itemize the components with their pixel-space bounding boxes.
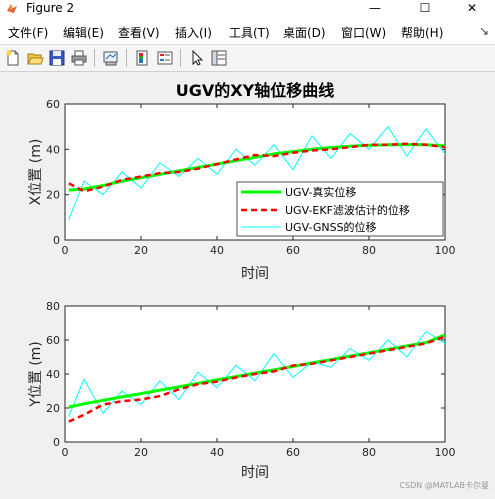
y-tick-label: 40 bbox=[46, 368, 60, 381]
watermark: CSDN @MATLAB卡尔曼 bbox=[399, 481, 489, 490]
x-tick-label: 40 bbox=[210, 446, 224, 459]
window-title: Figure 2 bbox=[26, 1, 75, 15]
menu-file[interactable]: 文件(F) bbox=[8, 26, 49, 40]
x-axis-label: 时间 bbox=[241, 465, 269, 481]
menu-tools[interactable]: 工具(T) bbox=[229, 26, 270, 40]
maximize-button[interactable]: ☐ bbox=[419, 1, 431, 15]
y-axis-label: Y位置 (m) bbox=[28, 341, 44, 408]
y-tick-label: 0 bbox=[53, 436, 60, 449]
x-tick-label: 0 bbox=[62, 244, 69, 257]
x-tick-label: 0 bbox=[62, 446, 69, 459]
save-icon[interactable] bbox=[48, 49, 66, 67]
y-tick-label: 80 bbox=[46, 300, 60, 313]
plot-lines bbox=[68, 330, 446, 423]
figure-toolbar bbox=[0, 45, 495, 72]
legend-label-ekf: UGV-EKF滤波估计的位移 bbox=[285, 203, 410, 217]
menu-window[interactable]: 窗口(W) bbox=[341, 26, 387, 40]
legend[interactable]: UGV-真实位移 UGV-EKF滤波估计的位移 UGV-GNSS的位移 bbox=[236, 181, 444, 237]
y-tick-label: 0 bbox=[53, 234, 60, 247]
menu-desktop[interactable]: 桌面(D) bbox=[283, 26, 326, 40]
x-tick-label: 80 bbox=[362, 446, 376, 459]
link-plot-icon[interactable] bbox=[102, 49, 120, 67]
toolbar-separator bbox=[126, 49, 127, 67]
minimize-button[interactable]: — bbox=[369, 1, 381, 15]
x-tick-label: 100 bbox=[435, 446, 456, 459]
toolbar-separator bbox=[94, 49, 95, 67]
y-axis-label: X位置 (m) bbox=[28, 139, 44, 206]
figure-canvas: UGV的XY轴位移曲线 0 20 40 60 80 100 0 20 40 60 时间 X位置 (… bbox=[0, 72, 495, 495]
legend-icon[interactable] bbox=[156, 49, 174, 67]
menu-bar: 文件(F) 编辑(E) 查看(V) 插入(I) 工具(T) 桌面(D) 窗口(W… bbox=[0, 18, 495, 45]
y-tick-label: 20 bbox=[46, 402, 60, 415]
x-tick-label: 100 bbox=[435, 244, 456, 257]
x-tick-label: 60 bbox=[286, 446, 300, 459]
series-line-gnss bbox=[68, 125, 446, 220]
menu-help[interactable]: 帮助(H) bbox=[401, 26, 444, 40]
select-arrow-icon[interactable] bbox=[188, 49, 206, 67]
legend-label-gnss: UGV-GNSS的位移 bbox=[285, 220, 377, 234]
axes-y-position[interactable]: 0 20 40 60 80 100 0 20 40 60 80 时间 Y位置 (m) bbox=[28, 300, 456, 481]
y-tick-label: 20 bbox=[46, 189, 60, 202]
matlab-logo-icon bbox=[7, 4, 17, 13]
legend-label-true: UGV-真实位移 bbox=[285, 185, 356, 199]
toolbar-separator bbox=[180, 49, 181, 67]
menu-edit[interactable]: 编辑(E) bbox=[63, 26, 104, 40]
colorbar-icon[interactable] bbox=[134, 49, 152, 67]
plot-lines bbox=[68, 125, 446, 220]
open-file-icon[interactable] bbox=[26, 49, 44, 67]
chart-title: UGV的XY轴位移曲线 bbox=[176, 81, 334, 100]
x-tick-label: 20 bbox=[134, 446, 148, 459]
menu-overflow-icon[interactable]: ↘ bbox=[478, 24, 489, 38]
x-tick-label: 40 bbox=[210, 244, 224, 257]
new-figure-icon[interactable] bbox=[4, 49, 22, 67]
x-tick-label: 60 bbox=[286, 244, 300, 257]
series-line-ekf bbox=[68, 335, 446, 423]
x-tick-label: 20 bbox=[134, 244, 148, 257]
property-inspector-icon[interactable] bbox=[210, 49, 228, 67]
close-button[interactable]: ✕ bbox=[466, 1, 478, 15]
x-tick-label: 80 bbox=[362, 244, 376, 257]
series-line-ekf bbox=[68, 142, 446, 193]
y-tick-label: 60 bbox=[46, 98, 60, 111]
menu-insert[interactable]: 插入(I) bbox=[175, 26, 212, 40]
window-title-bar: Figure 2 — ☐ ✕ bbox=[0, 0, 495, 18]
y-tick-label: 40 bbox=[46, 143, 60, 156]
print-icon[interactable] bbox=[70, 49, 88, 67]
y-tick-label: 60 bbox=[46, 334, 60, 347]
axes-ticks: 0 20 40 60 80 100 0 20 40 60 bbox=[46, 98, 456, 257]
axes-x-position[interactable]: UGV的XY轴位移曲线 0 20 40 60 80 100 0 20 40 60 时间 X位置 (… bbox=[28, 81, 456, 282]
x-axis-label: 时间 bbox=[241, 266, 269, 282]
axes-ticks: 0 20 40 60 80 100 0 20 40 60 80 bbox=[46, 300, 456, 459]
menu-view[interactable]: 查看(V) bbox=[118, 26, 160, 40]
figure-plots: UGV的XY轴位移曲线 0 20 40 60 80 100 0 20 40 60 时间 X位置 (… bbox=[28, 81, 456, 481]
